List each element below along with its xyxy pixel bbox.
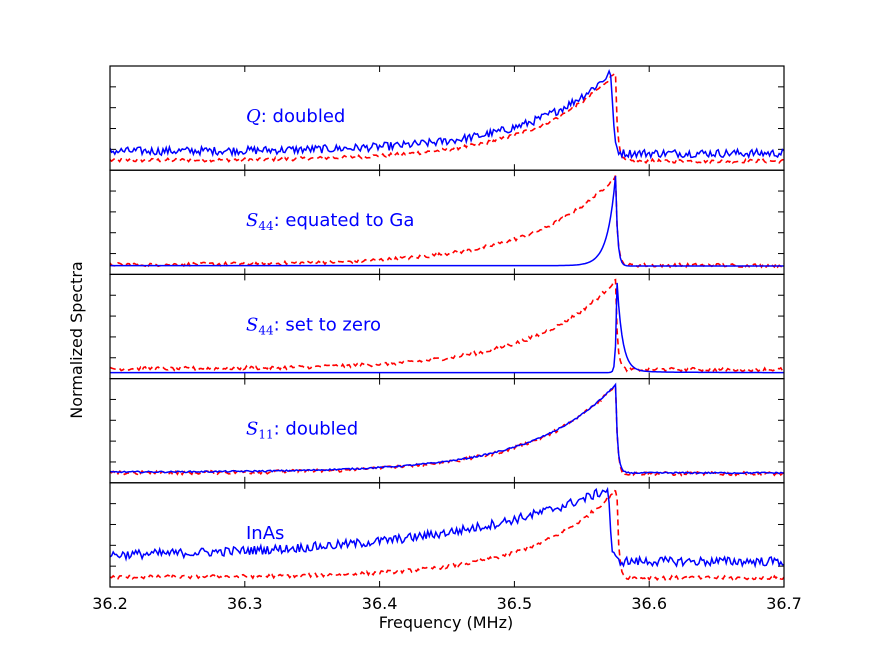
x-tick-label: 36.3 [227, 594, 263, 613]
reference-series [110, 489, 784, 582]
panel-frame [109, 273, 785, 380]
simulated-series [110, 486, 784, 569]
panel-annotation: InAs [246, 523, 284, 544]
simulated-series [110, 176, 784, 267]
simulated-series [110, 68, 784, 160]
panel-frame [109, 169, 785, 275]
x-tick-label: 36.6 [631, 594, 667, 613]
panel-2: S44: equated to Ga [109, 169, 785, 275]
simulated-series [110, 282, 784, 374]
panel-annotation: Q: doubled [246, 106, 345, 127]
panel-frame [109, 378, 785, 484]
panel-1: Q: doubled [109, 65, 785, 171]
panel-annotation: S44: set to zero [246, 314, 381, 337]
y-axis-label: Normalized Spectra [67, 261, 86, 418]
panel-frame [109, 482, 785, 588]
x-axis-label: Frequency (MHz) [379, 613, 513, 632]
x-tick-label: 36.7 [766, 594, 802, 613]
panel-3: S44: set to zero [109, 273, 785, 380]
panel-annotation: S11: doubled [246, 419, 358, 442]
x-tick-label: 36.4 [362, 594, 398, 613]
reference-series [110, 384, 784, 478]
panel-4: S11: doubled [109, 378, 785, 484]
panel-5: InAs [109, 482, 785, 588]
x-tick-label: 36.5 [497, 594, 533, 613]
panel-frame [109, 65, 785, 171]
reference-series [110, 278, 784, 373]
panel-annotation: S44: equated to Ga [246, 210, 414, 233]
x-tick-label: 36.2 [92, 594, 128, 613]
simulated-series [110, 382, 784, 475]
panels-layer: Q: doubled S44: equated to Ga S44: set to … [109, 65, 785, 588]
reference-series [110, 175, 784, 269]
x-axis: 36.2 36.3 36.4 36.5 36.6 36.7 [92, 594, 802, 613]
reference-series [110, 72, 784, 165]
